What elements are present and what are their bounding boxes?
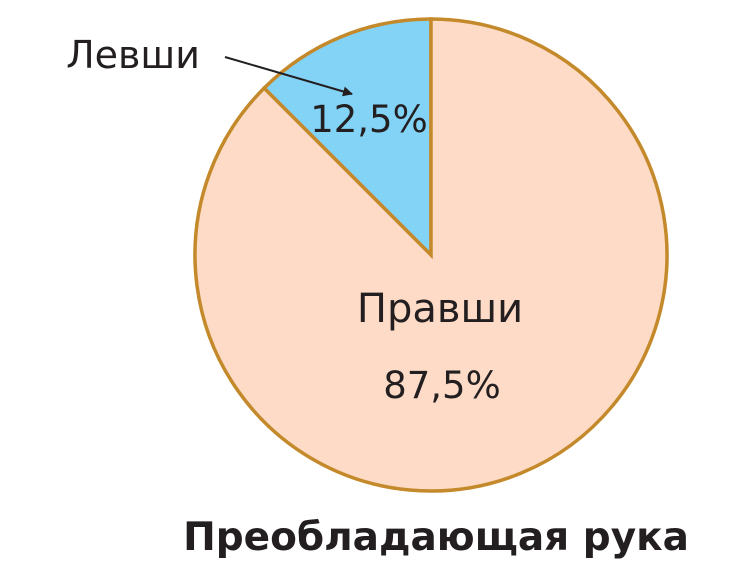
chart-title: Преобладающая рука: [183, 515, 689, 560]
slice-right-handed: [193, 17, 669, 493]
slice-value-right-handed: 87,5%: [383, 364, 501, 407]
slice-label-right-handed: Правши: [357, 286, 523, 332]
slice-left-handed: [261, 17, 433, 260]
callout-label-left-handed: Левши: [66, 33, 200, 77]
slice-value-left-handed: 12,5%: [310, 98, 428, 141]
callout-arrow: [224, 56, 353, 97]
